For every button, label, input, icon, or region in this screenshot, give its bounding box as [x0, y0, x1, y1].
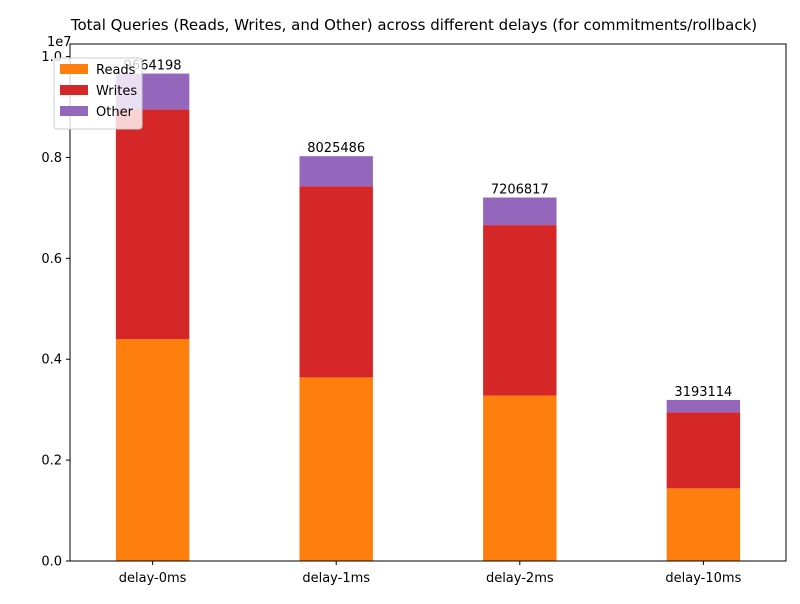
y-tick-label: 0.6 — [41, 252, 62, 267]
legend: Reads Writes Other — [53, 57, 143, 130]
y-axis-offset-label: 1e7 — [47, 35, 72, 50]
legend-label-other: Other — [96, 105, 134, 120]
total-label-delay-2ms: 7206817 — [491, 182, 549, 197]
bar-reads-delay-10ms — [666, 488, 741, 561]
y-tick-label: 0.4 — [41, 353, 62, 368]
bar-writes-delay-0ms — [115, 109, 190, 340]
y-tick-label: 0.2 — [41, 454, 62, 469]
x-tick-label: delay-2ms — [486, 571, 554, 586]
total-label-delay-10ms: 3193114 — [674, 385, 732, 400]
legend-label-writes: Writes — [96, 84, 137, 99]
x-tick-label: delay-1ms — [302, 571, 370, 586]
bars-layer — [115, 73, 741, 561]
bar-writes-delay-2ms — [483, 225, 557, 396]
y-tick-label: 0.8 — [41, 151, 62, 166]
bar-writes-delay-10ms — [666, 412, 741, 489]
bar-reads-delay-1ms — [299, 377, 373, 561]
bar-other-delay-2ms — [483, 197, 557, 226]
x-tick-label: delay-0ms — [119, 571, 187, 586]
legend-swatch-writes — [60, 85, 88, 95]
legend-swatch-reads — [60, 64, 88, 74]
y-tick-label: 0.0 — [41, 555, 62, 570]
bar-reads-delay-2ms — [483, 395, 557, 561]
bar-other-delay-1ms — [299, 156, 373, 187]
bar-reads-delay-0ms — [115, 339, 190, 561]
bar-other-delay-10ms — [666, 399, 741, 413]
legend-label-reads: Reads — [96, 63, 136, 78]
legend-swatch-other — [60, 106, 88, 116]
chart-title: Total Queries (Reads, Writes, and Other)… — [70, 16, 757, 34]
x-tick-label: delay-10ms — [665, 571, 741, 586]
plot-frame — [69, 43, 787, 562]
bar-writes-delay-1ms — [299, 186, 373, 378]
total-label-delay-1ms: 8025486 — [307, 141, 365, 156]
